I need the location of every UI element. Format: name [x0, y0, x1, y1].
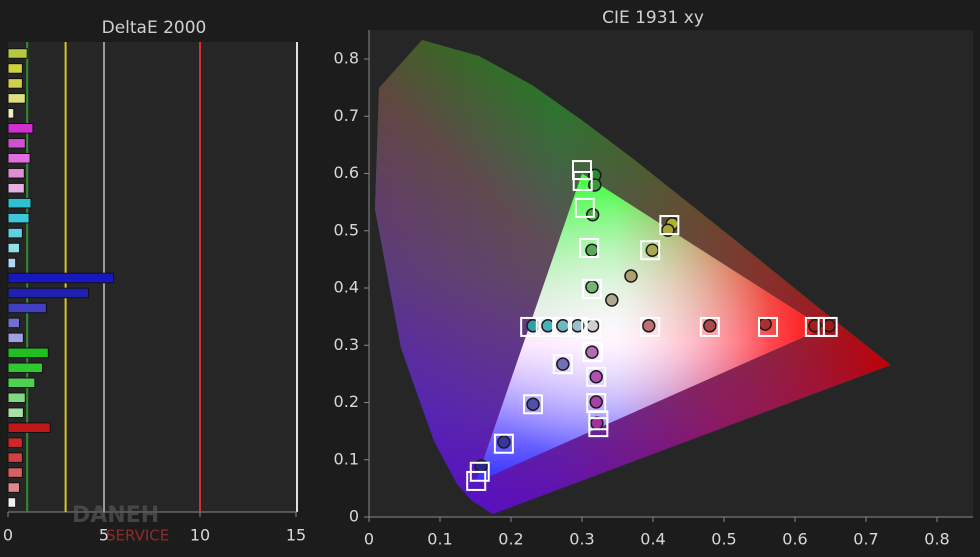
x-tick-label: 0.8 [924, 530, 949, 549]
measured-point [585, 243, 599, 257]
y-tick-label: 0.3 [334, 335, 359, 354]
target-point [588, 417, 609, 438]
measured-point [585, 280, 599, 294]
measured-point [556, 357, 570, 371]
bar [7, 227, 23, 239]
bar [7, 108, 15, 119]
bar [7, 377, 36, 389]
x-tick-label: 0 [364, 530, 374, 549]
measured-point [589, 369, 603, 384]
measured-point [585, 207, 600, 222]
target-point [579, 237, 600, 258]
x-tick-label: 0.4 [640, 530, 665, 549]
x-tick-label: 5 [99, 526, 109, 545]
target-point [520, 316, 541, 337]
bar [7, 302, 47, 314]
bar [7, 182, 25, 194]
bar [7, 467, 23, 478]
bar [7, 212, 30, 224]
bar [7, 48, 28, 59]
x-tick-label: 15 [286, 526, 306, 545]
target-point [586, 366, 607, 387]
x-tick-label: 10 [190, 526, 210, 545]
y-tick-label: 0.2 [334, 392, 359, 411]
watermark: SERVICE [106, 527, 169, 545]
measured-point [589, 395, 603, 409]
bar [7, 452, 23, 463]
measured-point [556, 319, 570, 333]
bar [7, 152, 31, 164]
measured-point [641, 319, 656, 333]
measured-point [703, 319, 717, 333]
target-point [574, 197, 595, 218]
target-point [523, 394, 544, 415]
target-point [552, 316, 573, 337]
target-point [552, 354, 573, 375]
bar [7, 123, 34, 134]
x-tick-label: 0 [3, 526, 13, 545]
bar [7, 272, 115, 284]
target-point [758, 316, 779, 337]
measured-point [645, 243, 660, 257]
bar [7, 332, 24, 344]
bar [7, 437, 23, 448]
x-tick-label: 0.2 [498, 530, 523, 549]
chart-title: CIE 1931 xy [602, 8, 704, 28]
measured-point [585, 319, 600, 333]
x-tick-label: 0.1 [427, 530, 452, 549]
bar [7, 422, 51, 433]
bar [7, 257, 17, 269]
bar [7, 497, 17, 508]
target-point [817, 316, 838, 337]
x-tick-label: 0.3 [569, 530, 594, 549]
y-tick-label: 0.8 [334, 49, 359, 68]
x-tick-label: 0.6 [782, 530, 807, 549]
watermark: DANEH [72, 503, 159, 528]
bar [7, 362, 44, 374]
measured-point [758, 317, 772, 331]
y-tick-label: 0.4 [334, 278, 359, 297]
measured-point [605, 293, 619, 307]
target-point [572, 170, 593, 191]
bar [7, 63, 23, 74]
measured-point [526, 397, 540, 411]
x-tick-label: 0.5 [711, 530, 736, 549]
measured-point [624, 269, 638, 283]
target-point [535, 316, 556, 337]
target-point [572, 160, 592, 181]
y-tick-label: 0.1 [334, 449, 359, 468]
y-tick-label: 0.6 [334, 163, 359, 182]
bar [7, 93, 26, 104]
bar [7, 317, 21, 329]
target-point [640, 316, 661, 337]
target-point [699, 316, 720, 337]
bar [7, 78, 23, 89]
y-tick-label: 0.5 [334, 220, 359, 239]
target-point [581, 279, 602, 300]
target-point [804, 316, 825, 337]
target-point [581, 318, 602, 339]
target-point [659, 215, 680, 236]
measured-point [585, 345, 599, 359]
bar [7, 482, 21, 493]
measured-point [497, 435, 511, 449]
target-point [567, 316, 588, 337]
bar [7, 242, 21, 254]
bar [7, 392, 26, 404]
target-point [640, 240, 661, 261]
chart-title: DeltaE 2000 [102, 18, 207, 38]
bar [7, 197, 32, 209]
bar [7, 407, 24, 418]
y-tick-label: 0 [349, 507, 359, 526]
target-point [466, 470, 487, 491]
y-tick-label: 0.7 [334, 106, 359, 125]
x-tick-label: 0.7 [853, 530, 878, 549]
bar [7, 167, 25, 179]
target-point [582, 342, 603, 363]
target-point [493, 433, 514, 454]
bar [7, 347, 49, 359]
bar [7, 138, 26, 149]
bar [7, 287, 90, 299]
